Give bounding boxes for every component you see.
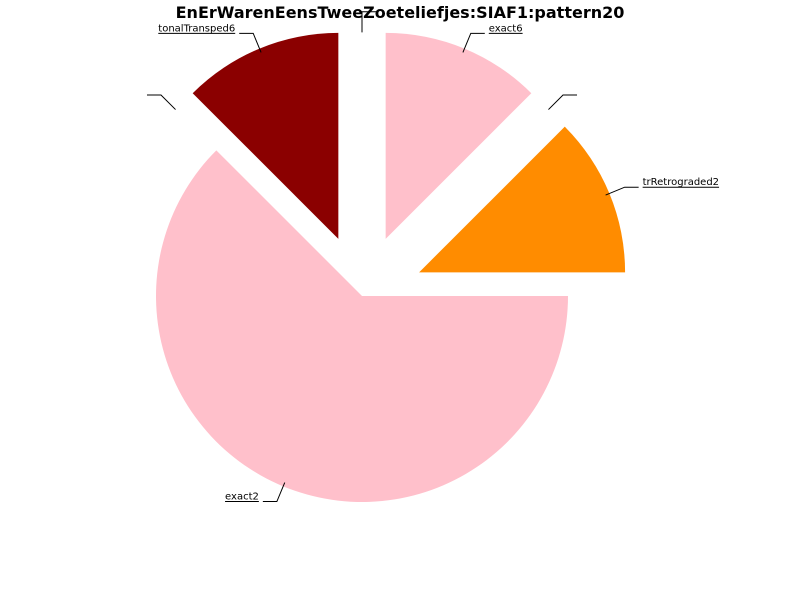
leader-line-empty-3 <box>361 11 376 33</box>
leader-line-empty-1 <box>548 94 578 110</box>
pie-slice-exact6 <box>385 32 532 239</box>
pie-slice-exact2 <box>155 150 568 502</box>
slice-label-tonaltransped6: tonalTransped6 <box>158 23 235 34</box>
pie-slices <box>155 32 626 502</box>
leader-line-exact6 <box>462 32 485 53</box>
label-leaders <box>146 11 720 503</box>
chart-title: EnErWarenEensTweeZoeteliefjes:SIAF1:patt… <box>175 3 625 22</box>
slice-label-exact6: exact6 <box>489 23 523 34</box>
leader-line-empty-5 <box>146 94 176 110</box>
leader-line-exact2 <box>262 482 286 503</box>
leader-line-trretrograded2 <box>605 186 639 196</box>
pie-slice-trretrograded2 <box>419 126 626 273</box>
leader-line-tonaltransped6 <box>239 32 262 53</box>
slice-label-exact2: exact2 <box>225 492 259 503</box>
slice-label-trretrograded2: trRetrograded2 <box>643 177 719 188</box>
pie-slice-tonaltransped6 <box>192 32 339 239</box>
slice-labels: trRetrograded2 exact6 tonalTransped6 exact2 <box>158 23 719 502</box>
